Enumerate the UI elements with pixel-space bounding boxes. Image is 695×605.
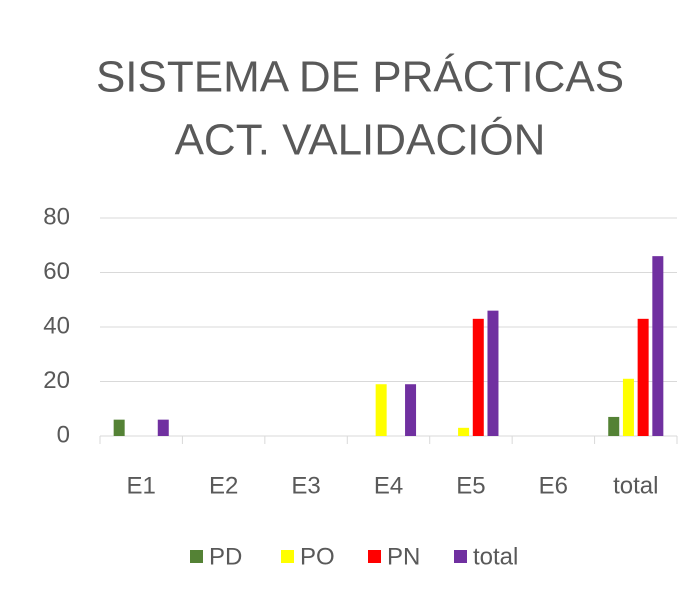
legend-swatch	[281, 550, 294, 563]
y-tick-label: 60	[43, 258, 70, 285]
x-tick-label: total	[613, 472, 658, 499]
bar	[622, 378, 634, 436]
bar	[608, 416, 620, 436]
bar	[458, 427, 470, 436]
x-tick-label: E4	[374, 472, 403, 499]
legend-label: PO	[300, 543, 335, 570]
bar	[637, 318, 649, 436]
legend-swatch	[190, 550, 203, 563]
bar	[652, 256, 664, 436]
bar	[113, 419, 125, 436]
chart-title: ACT. VALIDACIÓN	[175, 116, 546, 165]
x-tick-label: E2	[209, 472, 238, 499]
legend-label: PD	[209, 543, 242, 570]
bar	[157, 419, 169, 436]
y-tick-label: 80	[43, 203, 70, 230]
x-tick-label: E5	[456, 472, 485, 499]
legend-swatch	[368, 550, 381, 563]
legend-label: PN	[387, 543, 420, 570]
x-tick-label: E6	[539, 472, 568, 499]
bar	[405, 384, 417, 436]
legend-swatch	[454, 550, 467, 563]
y-tick-label: 40	[43, 312, 70, 339]
x-tick-label: E3	[291, 472, 320, 499]
bar	[375, 384, 387, 436]
legend-label: total	[473, 543, 518, 570]
bar	[472, 318, 484, 436]
y-tick-label: 20	[43, 367, 70, 394]
chart-title: SISTEMA DE PRÁCTICAS	[96, 53, 624, 102]
bar	[487, 310, 499, 436]
x-tick-label: E1	[127, 472, 156, 499]
y-tick-label: 0	[57, 421, 70, 448]
